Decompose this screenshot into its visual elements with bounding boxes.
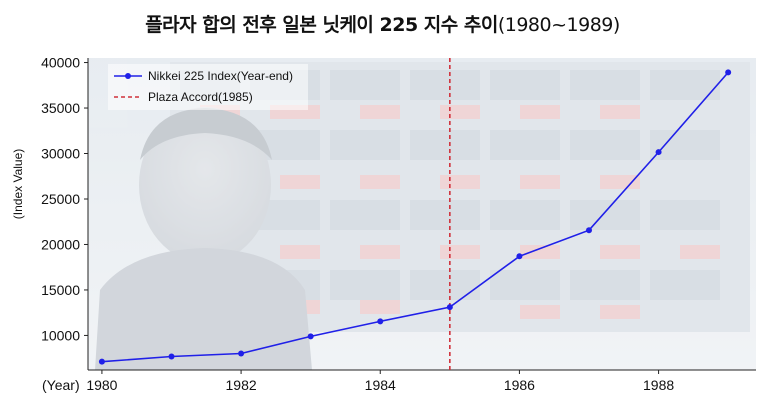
chart-title: 플라자 합의 전후 일본 닛케이 225 지수 추이(1980~1989) [0, 10, 765, 37]
y-axis-title: (Index Value) [11, 149, 25, 219]
y-tick-label: 10000 [41, 327, 80, 343]
x-axis-title: (Year) [42, 377, 80, 393]
y-tick-label: 40000 [41, 55, 80, 71]
y-tick-label: 20000 [41, 236, 80, 252]
legend: Nikkei 225 Index(Year-end) Plaza Accord(1… [108, 64, 308, 110]
y-tick-label: 35000 [41, 100, 80, 116]
legend-label-plaza: Plaza Accord(1985) [148, 90, 253, 104]
y-tick-label: 25000 [41, 191, 80, 207]
series-line-nikkei [101, 71, 729, 363]
data-point [516, 253, 523, 260]
chart-title-main: 플라자 합의 전후 일본 닛케이 225 지수 추이 [145, 14, 498, 36]
data-point [238, 350, 245, 357]
legend-box [108, 64, 308, 110]
data-point [98, 358, 105, 365]
y-tick-label: 15000 [41, 282, 80, 298]
legend-marker-nikkei [125, 73, 131, 79]
series-layer [98, 69, 732, 365]
x-tick-label: 1988 [643, 377, 674, 393]
data-point [168, 353, 175, 360]
legend-label-nikkei: Nikkei 225 Index(Year-end) [148, 69, 293, 83]
x-tick-label: 1984 [365, 377, 396, 393]
x-tick-label: 1982 [226, 377, 257, 393]
background-photo [88, 58, 756, 370]
chart-title-range: (1980~1989) [497, 14, 620, 36]
data-point [655, 149, 662, 156]
data-point [377, 318, 384, 325]
data-point [586, 227, 592, 234]
axes: 10000 15000 20000 25000 30000 35000 40000 1980 1… [11, 55, 756, 393]
data-point [307, 333, 314, 340]
data-point [446, 304, 453, 311]
x-tick-label: 1986 [504, 377, 535, 393]
y-tick-label: 30000 [41, 146, 80, 162]
x-tick-label: 1980 [86, 377, 117, 393]
data-point [725, 69, 732, 76]
